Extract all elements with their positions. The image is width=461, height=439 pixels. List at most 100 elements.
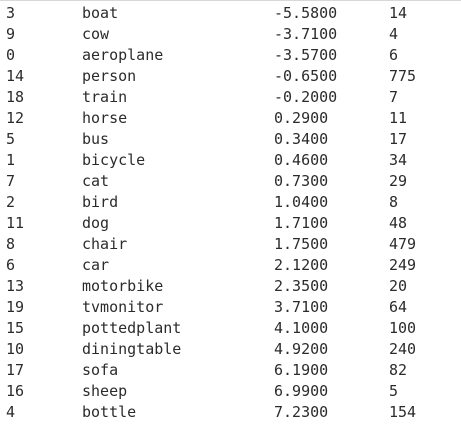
row-name: horse [82,109,128,127]
row-name: motorbike [82,277,164,295]
row-name: boat [82,4,119,22]
table-row: 14 person -0.6500 775 [0,66,461,87]
row-name: dog [82,214,110,232]
row-name: cat [82,172,110,190]
row-count: 64 [389,298,408,316]
row-name: bird [82,193,119,211]
row-id: 9 [6,25,16,43]
row-name: bicycle [82,151,146,169]
table-row: 16 sheep 6.9900 5 [0,381,461,402]
row-count: 4 [389,25,399,43]
row-count: 6 [389,46,399,64]
row-score: -3.7100 [274,25,338,43]
row-id: 17 [6,361,25,379]
table-row: 6 car 2.1200 249 [0,255,461,276]
row-score: 2.3500 [274,277,329,295]
row-score: 1.0400 [274,193,329,211]
table-row: 7 cat 0.7300 29 [0,171,461,192]
row-id: 15 [6,319,25,337]
row-id: 13 [6,277,25,295]
output-table: 3 boat -5.5800 14 9 cow -3.7100 4 0 aero… [0,3,461,423]
row-count: 5 [389,382,399,400]
row-id: 5 [6,130,16,148]
row-score: 0.7300 [274,172,329,190]
table-row: 8 chair 1.7500 479 [0,234,461,255]
table-row: 2 bird 1.0400 8 [0,192,461,213]
row-score: 1.7500 [274,235,329,253]
row-score: 0.2900 [274,109,329,127]
row-name: person [82,67,137,85]
row-id: 2 [6,193,16,211]
row-name: sheep [82,382,128,400]
row-id: 4 [6,403,16,421]
table-row: 19 tvmonitor 3.7100 64 [0,297,461,318]
row-count: 34 [389,151,408,169]
row-name: sofa [82,361,119,379]
row-count: 479 [389,235,417,253]
row-count: 17 [389,130,408,148]
row-count: 154 [389,403,417,421]
row-id: 6 [6,256,16,274]
row-score: 6.1900 [274,361,329,379]
row-id: 8 [6,235,16,253]
row-score: 4.1000 [274,319,329,337]
row-id: 10 [6,340,25,358]
row-id: 14 [6,67,25,85]
row-score: 2.1200 [274,256,329,274]
row-name: bus [82,130,110,148]
row-id: 11 [6,214,25,232]
table-row: 12 horse 0.2900 11 [0,108,461,129]
table-row: 5 bus 0.3400 17 [0,129,461,150]
row-count: 7 [389,88,399,106]
row-count: 8 [389,193,399,211]
row-id: 7 [6,172,16,190]
row-id: 18 [6,88,25,106]
row-count: 249 [389,256,417,274]
row-score: -3.5700 [274,46,338,64]
row-count: 11 [389,109,408,127]
row-score: 1.7100 [274,214,329,232]
table-row: 3 boat -5.5800 14 [0,3,461,24]
row-name: pottedplant [82,319,182,337]
row-name: diningtable [82,340,182,358]
row-name: tvmonitor [82,298,164,316]
row-id: 19 [6,298,25,316]
row-count: 48 [389,214,408,232]
table-row: 18 train -0.2000 7 [0,87,461,108]
row-id: 1 [6,151,16,169]
row-score: 7.2300 [274,403,329,421]
row-count: 82 [389,361,408,379]
row-id: 12 [6,109,25,127]
row-score: 6.9900 [274,382,329,400]
table-row: 13 motorbike 2.3500 20 [0,276,461,297]
row-id: 0 [6,46,16,64]
table-row: 11 dog 1.7100 48 [0,213,461,234]
row-name: bottle [82,403,137,421]
row-score: 0.4600 [274,151,329,169]
row-name: chair [82,235,128,253]
row-id: 3 [6,4,16,22]
table-row: 17 sofa 6.1900 82 [0,360,461,381]
row-score: 3.7100 [274,298,329,316]
table-row: 9 cow -3.7100 4 [0,24,461,45]
row-name: car [82,256,110,274]
table-row: 4 bottle 7.2300 154 [0,402,461,423]
row-name: cow [82,25,110,43]
row-name: train [82,88,128,106]
table-row: 10 diningtable 4.9200 240 [0,339,461,360]
row-count: 29 [389,172,408,190]
row-count: 100 [389,319,417,337]
table-row: 0 aeroplane -3.5700 6 [0,45,461,66]
row-score: 0.3400 [274,130,329,148]
row-score: -0.6500 [274,67,338,85]
row-name: aeroplane [82,46,164,64]
row-count: 240 [389,340,417,358]
row-score: 4.9200 [274,340,329,358]
row-id: 16 [6,382,25,400]
table-row: 15 pottedplant 4.1000 100 [0,318,461,339]
row-score: -5.5800 [274,4,338,22]
table-row: 1 bicycle 0.4600 34 [0,150,461,171]
row-count: 775 [389,67,417,85]
row-score: -0.2000 [274,88,338,106]
